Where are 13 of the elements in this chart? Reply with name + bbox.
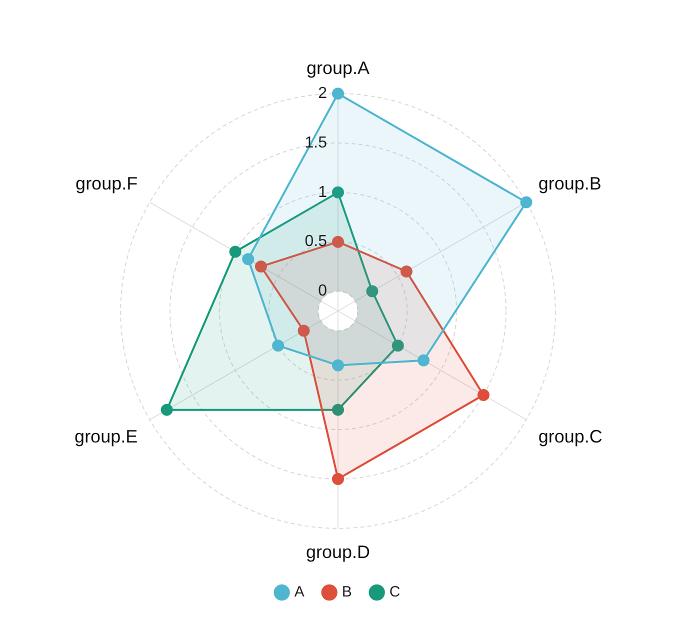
spoke-label: group.E — [74, 426, 138, 446]
spoke-label: group.D — [306, 542, 370, 562]
spoke-label: group.B — [538, 173, 602, 194]
y-tick-label: 0 — [318, 282, 328, 300]
y-tick-label: 0.5 — [304, 233, 328, 250]
legend-label: A — [294, 584, 304, 601]
spoke-label: group.C — [538, 426, 602, 446]
legend-label: C — [389, 584, 400, 601]
spoke-label: group.A — [306, 58, 370, 78]
y-tick-label: 2 — [318, 85, 328, 102]
spoke-label: group.F — [76, 173, 138, 194]
y-tick-label: 1 — [318, 184, 328, 201]
legend-label: B — [342, 584, 352, 601]
